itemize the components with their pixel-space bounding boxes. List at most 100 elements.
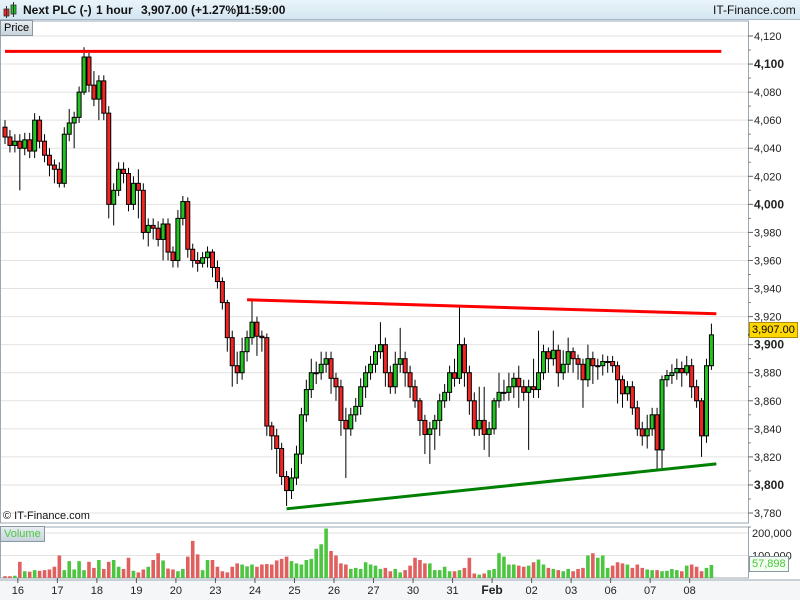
candle-body <box>545 351 551 360</box>
volume-bar <box>294 563 299 578</box>
volume-bar <box>235 563 239 578</box>
volume-bar <box>42 570 47 578</box>
volume-bar <box>358 569 363 578</box>
x-axis-band <box>0 580 800 600</box>
volume-bar <box>299 564 304 578</box>
candle-body <box>644 428 650 437</box>
candle-body <box>42 140 48 156</box>
candle-body <box>333 377 339 388</box>
candle-body <box>368 363 374 374</box>
candle-body <box>620 379 625 395</box>
candle-body <box>86 56 92 86</box>
volume-bar <box>561 571 566 578</box>
candle-body <box>348 414 354 430</box>
x-tick-label: 26 <box>328 585 340 597</box>
interval[interactable]: 1 hour <box>96 3 133 17</box>
candle-body <box>615 365 621 381</box>
candle-body <box>669 372 675 377</box>
candle-body <box>121 168 127 174</box>
x-tick-label: 30 <box>407 585 419 597</box>
volume-bar <box>531 562 536 578</box>
candle-body <box>106 112 112 205</box>
candle-body <box>585 358 591 381</box>
volume-bar <box>600 555 605 578</box>
price-panel <box>0 20 749 524</box>
y-tick-label: 3,840 <box>754 424 782 436</box>
volume-bar <box>684 565 689 578</box>
volume-bar <box>363 562 368 578</box>
volume-bar <box>314 548 319 578</box>
x-tick-label: 18 <box>91 585 103 597</box>
candle-body <box>279 447 285 478</box>
candle-body <box>427 428 433 435</box>
volume-bar <box>77 561 81 578</box>
y-tick-label: 4,120 <box>754 31 782 43</box>
volume-bar <box>190 540 195 578</box>
volume-bar <box>156 553 160 578</box>
volume-bar <box>615 562 620 578</box>
x-tick-label: 27 <box>367 585 379 597</box>
candle-body <box>7 136 13 146</box>
x-tick-label: 23 <box>209 585 221 597</box>
volume-bar <box>289 561 294 578</box>
candle-body <box>239 351 245 374</box>
price-change: 3,907.00 (+1.27%) <box>141 3 241 17</box>
candle-body <box>2 126 8 138</box>
candle-body <box>91 84 97 100</box>
volume-bar <box>408 565 412 578</box>
candle-body <box>205 251 211 259</box>
y-tick-label: 3,900 <box>754 338 784 352</box>
last-volume-tag: 57,898 <box>749 556 789 572</box>
x-tick-label: Feb <box>481 583 502 597</box>
candle-body <box>71 116 77 124</box>
candle-body <box>51 164 57 170</box>
volume-bar <box>220 571 225 578</box>
candle-body <box>155 227 161 240</box>
candle-body <box>432 419 438 430</box>
volume-bar <box>37 570 42 578</box>
volume-bar <box>625 564 630 578</box>
volume-bar <box>373 565 378 578</box>
volume-bar <box>171 569 175 578</box>
candle-body <box>209 251 215 268</box>
candle-body <box>382 344 388 374</box>
volume-bar <box>324 528 328 578</box>
x-tick-label: 16 <box>12 585 24 597</box>
volume-bar <box>556 570 561 578</box>
candle-body <box>575 358 581 365</box>
candle-body <box>224 302 230 339</box>
candle-body <box>214 266 220 283</box>
candle-body <box>170 251 176 261</box>
volume-bar <box>423 563 427 578</box>
volume-panel-label: Volume <box>0 526 45 542</box>
volume-bar <box>265 564 269 578</box>
volume-bar <box>116 566 121 578</box>
candle-body <box>293 453 299 479</box>
candle-body <box>249 321 255 339</box>
candle-body <box>481 419 487 435</box>
candle-body <box>338 386 344 421</box>
volume-bar <box>507 564 511 578</box>
candle-body <box>145 224 151 233</box>
candle-body <box>116 168 122 191</box>
volume-bar <box>457 570 462 578</box>
candle-body <box>289 477 295 492</box>
volume-bar <box>605 567 610 578</box>
volume-bar <box>329 551 333 578</box>
volume-bar <box>255 566 259 578</box>
volume-bar <box>526 565 531 578</box>
candle-body <box>466 372 472 402</box>
candle-body <box>437 400 443 421</box>
volume-bar <box>215 566 220 578</box>
volume-bar <box>581 567 585 578</box>
candle-body <box>471 400 477 430</box>
candle-body <box>447 372 453 393</box>
volume-bar <box>393 569 398 578</box>
candle-body <box>506 386 512 393</box>
candle-body <box>353 405 359 416</box>
volume-bar <box>413 557 417 578</box>
y-tick-label: 4,040 <box>754 143 782 155</box>
candle-body <box>461 344 467 374</box>
candle-body <box>175 217 181 261</box>
